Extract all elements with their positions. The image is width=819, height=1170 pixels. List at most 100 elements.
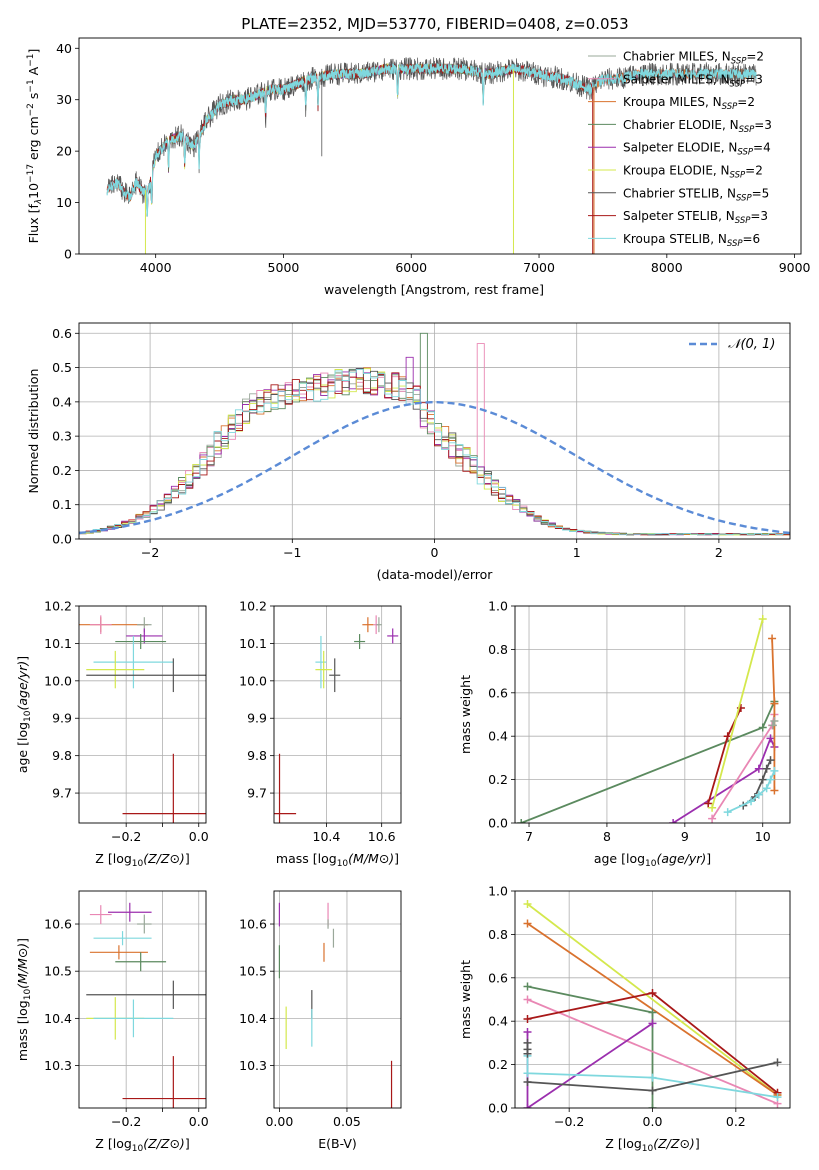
weight-marker bbox=[754, 764, 763, 773]
x-tick-label: 0 bbox=[431, 545, 439, 560]
weight-marker bbox=[754, 790, 763, 799]
y-tick-label: 10.0 bbox=[239, 673, 267, 688]
x-tick-label: 10.4 bbox=[313, 829, 341, 844]
weight-marker bbox=[768, 634, 777, 643]
y-tick-label: 9.7 bbox=[247, 786, 267, 801]
y-tick-label: 0.0 bbox=[488, 816, 508, 831]
y-axis-label: age [log10(age/yr)] bbox=[15, 656, 33, 773]
x-tick-label: 9000 bbox=[779, 260, 811, 275]
x-tick-label: 10 bbox=[755, 829, 771, 844]
weight-marker bbox=[747, 797, 756, 806]
y-tick-label: 10.3 bbox=[44, 1058, 72, 1073]
plot-area bbox=[523, 900, 782, 1108]
axes-frame bbox=[78, 37, 802, 255]
histogram-step bbox=[79, 368, 790, 536]
weight-marker bbox=[648, 1008, 657, 1017]
y-tick-label: 10.1 bbox=[44, 636, 72, 651]
plot-area bbox=[278, 902, 393, 1108]
y-axis-label: mass [log10(M/M⊙)] bbox=[15, 938, 33, 1061]
axes-frame bbox=[78, 605, 207, 824]
legend-entry: Kroupa MILES, NSSP=2 bbox=[623, 95, 755, 112]
x-tick-label: 6000 bbox=[395, 260, 427, 275]
weight-marker bbox=[648, 988, 657, 997]
y-tick-label: 0.6 bbox=[52, 326, 72, 341]
y-tick-label: 9.8 bbox=[247, 748, 267, 763]
y-tick-label: 0.8 bbox=[488, 642, 508, 657]
x-tick-label: −0.2 bbox=[111, 1114, 141, 1129]
weight-marker bbox=[723, 808, 732, 817]
y-tick-label: 9.9 bbox=[52, 711, 72, 726]
y-tick-label: 0.0 bbox=[52, 532, 72, 547]
x-tick-label: 8 bbox=[603, 829, 611, 844]
y-tick-label: 10.6 bbox=[239, 917, 267, 932]
plot-area bbox=[86, 902, 206, 1108]
axes-frame bbox=[273, 890, 402, 1109]
y-tick-label: 9.9 bbox=[247, 711, 267, 726]
y-tick-label: 0.2 bbox=[488, 772, 508, 787]
weight-marker bbox=[723, 732, 732, 741]
weight-line bbox=[527, 998, 778, 1105]
y-tick-label: 0.6 bbox=[488, 970, 508, 985]
plot-area bbox=[274, 615, 399, 823]
weight-marker bbox=[523, 1104, 532, 1108]
legend-entry: 𝒩(0, 1) bbox=[728, 337, 775, 352]
weight-marker bbox=[523, 900, 532, 909]
y-tick-label: 0.8 bbox=[488, 927, 508, 942]
x-tick-label: −2 bbox=[141, 545, 159, 560]
weight-line bbox=[526, 903, 779, 1096]
x-tick-label: 0.2 bbox=[726, 1114, 746, 1129]
y-tick-label: 0.2 bbox=[488, 1057, 508, 1072]
y-axis-label: mass weight bbox=[458, 675, 473, 754]
y-tick-label: 10 bbox=[56, 195, 72, 210]
y-tick-label: 10.1 bbox=[239, 636, 267, 651]
x-axis-label: age [log10(age/yr)] bbox=[594, 851, 711, 869]
legend-entry: Chabrier ELODIE, NSSP=3 bbox=[623, 118, 772, 135]
x-axis-label: mass [log10(M/M⊙)] bbox=[276, 851, 399, 869]
weight-marker bbox=[517, 819, 526, 823]
plot-area bbox=[79, 615, 206, 823]
y-tick-label: 0.6 bbox=[488, 685, 508, 700]
weight-marker bbox=[770, 717, 779, 726]
x-tick-label: 5000 bbox=[268, 260, 300, 275]
x-tick-label: 9 bbox=[681, 829, 689, 844]
weight-marker bbox=[523, 1028, 532, 1037]
x-tick-label: 1 bbox=[573, 545, 581, 560]
x-tick-label: 7 bbox=[525, 829, 533, 844]
x-tick-label: −0.2 bbox=[554, 1114, 584, 1129]
y-tick-label: 0.1 bbox=[52, 497, 72, 512]
y-tick-label: 0.2 bbox=[52, 463, 72, 478]
weight-marker bbox=[762, 764, 771, 773]
y-tick-label: 10.4 bbox=[239, 1011, 267, 1026]
weight-line bbox=[711, 618, 764, 809]
weight-marker bbox=[766, 734, 775, 743]
y-tick-label: 0.5 bbox=[52, 360, 72, 375]
x-tick-label: 0.0 bbox=[189, 1114, 209, 1129]
weight-marker bbox=[523, 995, 532, 1004]
x-tick-label: 0.05 bbox=[333, 1114, 361, 1129]
y-tick-label: 30 bbox=[56, 92, 72, 107]
normal-curve bbox=[79, 401, 790, 535]
legend-entry: Chabrier MILES, NSSP=2 bbox=[623, 50, 764, 67]
weight-marker bbox=[708, 803, 717, 812]
y-tick-label: 0.4 bbox=[488, 1014, 508, 1029]
spectrum-line bbox=[106, 62, 757, 217]
weight-marker bbox=[773, 1093, 782, 1102]
x-tick-label: 0.00 bbox=[265, 1114, 293, 1129]
axes-frame bbox=[78, 890, 207, 1109]
weight-marker bbox=[669, 819, 678, 823]
weight-marker bbox=[758, 615, 767, 624]
weight-marker bbox=[770, 766, 779, 775]
weight-marker bbox=[762, 784, 771, 793]
x-axis-label: Z [log10(Z/Z⊙)] bbox=[95, 851, 189, 869]
y-tick-label: 10.4 bbox=[44, 1011, 72, 1026]
y-tick-label: 0.4 bbox=[488, 729, 508, 744]
weight-marker bbox=[523, 1069, 532, 1078]
histogram-step bbox=[79, 372, 790, 536]
weight-marker bbox=[523, 1077, 532, 1086]
weight-marker bbox=[704, 799, 713, 808]
x-tick-label: 10.6 bbox=[368, 829, 396, 844]
weight-marker bbox=[766, 756, 775, 765]
y-tick-label: 0.3 bbox=[52, 429, 72, 444]
x-tick-label: 0.0 bbox=[189, 829, 209, 844]
